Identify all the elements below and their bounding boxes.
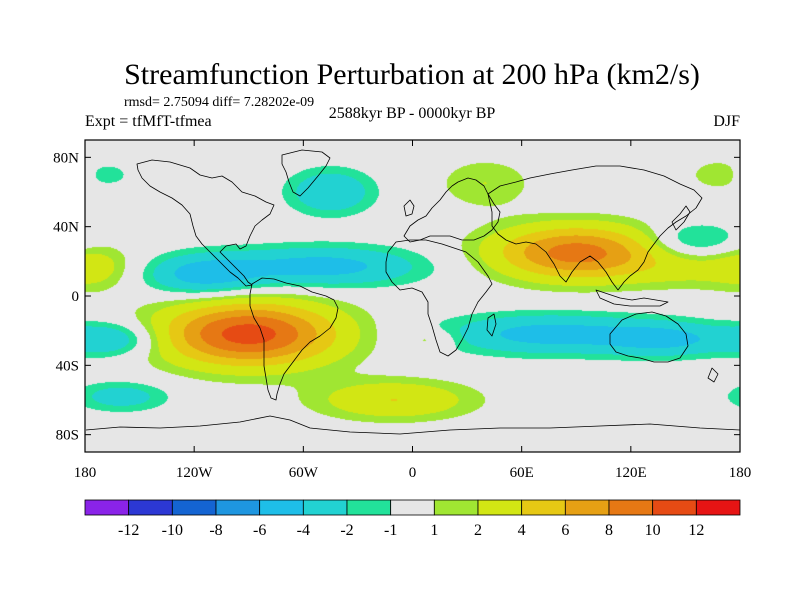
x-tick-label: 0	[409, 465, 417, 481]
coastline-uk	[403, 199, 415, 217]
colorbar-label: 12	[688, 522, 704, 539]
coastline-new-zealand	[707, 367, 719, 383]
coastline-africa	[385, 239, 493, 357]
colorbar-label: -1	[384, 522, 397, 539]
stats-text: rmsd= 2.75094 diff= 7.28202e-09	[124, 95, 314, 110]
y-tick-label: 80N	[53, 150, 79, 166]
colorbar-swatch	[477, 499, 523, 516]
colorbar-label: 1	[430, 522, 438, 539]
colorbar-label: 4	[518, 522, 526, 539]
x-tick-label: 120W	[176, 465, 214, 481]
y-tick-label: 0	[72, 289, 80, 305]
colorbar-label: -2	[340, 522, 353, 539]
colorbar-swatch	[564, 499, 610, 516]
colorbar-swatch	[259, 499, 304, 516]
colorbar-label: -12	[118, 522, 139, 539]
coastline-japan	[671, 205, 691, 231]
coastline-indonesia	[595, 289, 669, 307]
colorbar-swatch	[128, 499, 173, 516]
colorbar-swatch	[521, 499, 566, 516]
colorbar-label: -4	[297, 522, 310, 539]
colorbar-label: -6	[253, 522, 266, 539]
colorbar: -12 -10 -8 -6 -4 -2 -1 1 2 4 6 8 10 12	[84, 499, 741, 539]
colorbar-label: -10	[162, 522, 183, 539]
coastlines	[85, 149, 740, 435]
colorbar-label: -8	[209, 522, 222, 539]
colorbar-swatch	[652, 499, 697, 516]
y-tick-label: 40N	[53, 220, 79, 236]
colorbar-swatch	[84, 499, 130, 516]
coastline-australia	[609, 311, 689, 363]
x-tick-label: 60E	[510, 465, 534, 481]
center-subtitle: 2588kyr BP - 0000kyr BP	[329, 105, 496, 122]
y-tick-label: 80S	[56, 428, 79, 444]
colorbar-label: 6	[561, 522, 569, 539]
coastline-asia	[487, 165, 703, 291]
y-axis-ticks: 80N 40N 0 40S 80S	[53, 150, 740, 444]
colorbar-label: 8	[605, 522, 613, 539]
streamfunction-field	[85, 140, 740, 452]
colorbar-label: 2	[474, 522, 482, 539]
colorbar-swatch	[433, 499, 479, 516]
chart-title: Streamfunction Perturbation at 200 hPa (…	[124, 58, 700, 91]
x-tick-label: 60W	[289, 465, 319, 481]
y-tick-label: 40S	[56, 358, 79, 374]
coastline-antarctica	[85, 415, 740, 435]
x-tick-label: 120E	[615, 465, 647, 481]
map-panel: 180 120W 60W 0 60E 120E 180 80N 40N 0 40S 80S	[53, 139, 752, 481]
coastline-greenland	[281, 149, 331, 197]
colorbar-swatch	[695, 499, 741, 516]
colorbar-swatch	[346, 499, 392, 516]
coastline-madagascar	[486, 313, 497, 337]
x-axis-ticks: 180 120W 60W 0 60E 120E 180	[74, 140, 752, 481]
colorbar-swatch	[390, 499, 435, 516]
right-subtitle: DJF	[713, 113, 740, 130]
colorbar-swatch	[215, 499, 261, 516]
x-tick-label: 180	[74, 465, 97, 481]
x-tick-label: 180	[729, 465, 752, 481]
colorbar-swatch	[608, 499, 654, 516]
left-subtitle: Expt = tfMfT-tfmea	[85, 113, 212, 130]
colorbar-swatch	[171, 499, 217, 516]
colorbar-label: 10	[645, 522, 661, 539]
coastline-north-america	[136, 159, 275, 287]
coastline-south-america	[249, 277, 339, 401]
coastline-europe	[403, 177, 501, 243]
colorbar-swatch	[302, 499, 348, 516]
